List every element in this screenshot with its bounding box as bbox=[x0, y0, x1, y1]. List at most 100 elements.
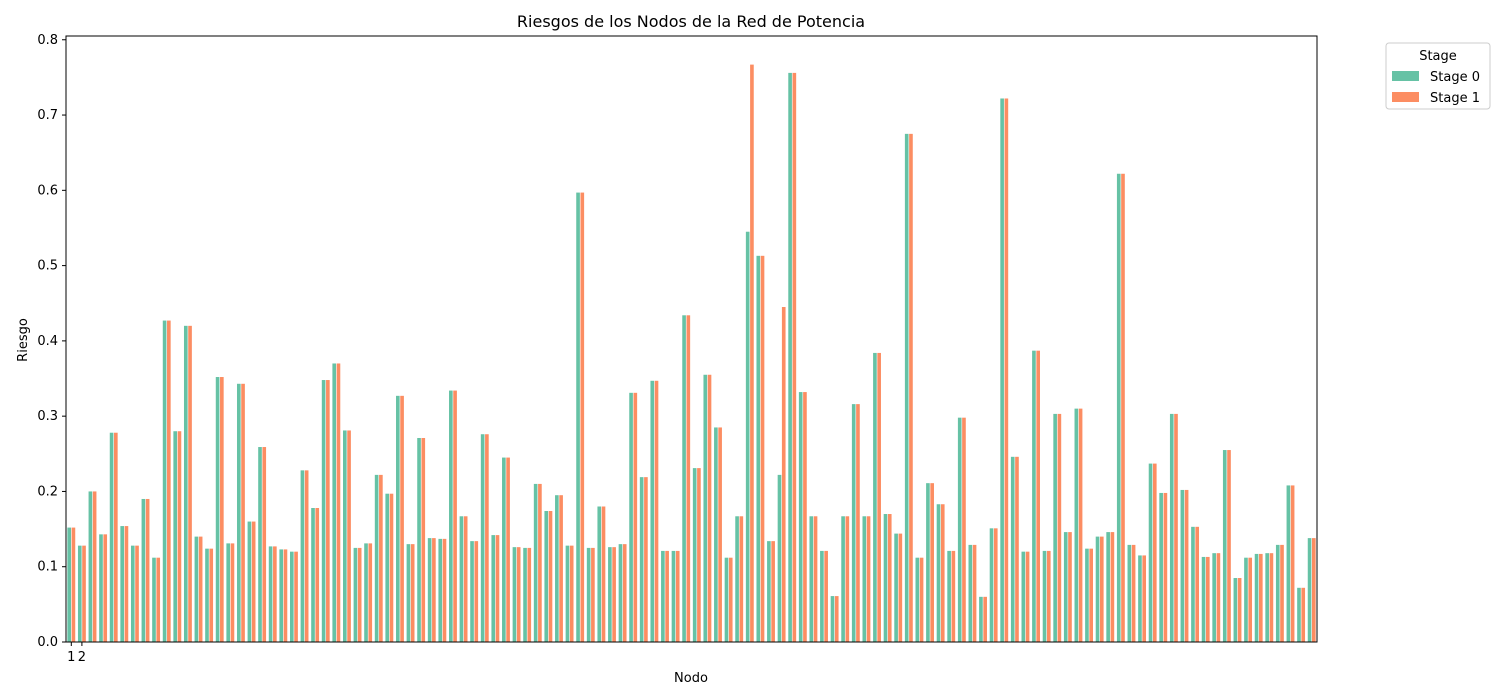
legend-swatch-stage-0 bbox=[1392, 71, 1419, 81]
bar-stage-0-node-66 bbox=[756, 255, 761, 642]
bar-stage-0-node-84 bbox=[947, 550, 951, 642]
y-tick-label: 0.0 bbox=[37, 635, 58, 650]
legend-label-stage-0: Stage 0 bbox=[1430, 70, 1480, 85]
bar-stage-1-node-25 bbox=[326, 380, 330, 642]
bar-stage-1-node-72 bbox=[824, 550, 828, 642]
bar-stage-1-node-33 bbox=[410, 544, 415, 642]
bar-stage-1-node-34 bbox=[421, 437, 426, 642]
bar-stage-0-node-88 bbox=[989, 528, 994, 642]
bar-stage-0-node-75 bbox=[851, 404, 856, 642]
bar-stage-0-node-79 bbox=[894, 533, 898, 642]
bar-stage-1-node-110 bbox=[1227, 450, 1231, 642]
bar-stage-0-node-91 bbox=[1021, 551, 1026, 642]
bar-stage-1-node-86 bbox=[972, 544, 977, 642]
bar-stage-1-node-38 bbox=[463, 516, 468, 642]
bar-stage-1-node-74 bbox=[845, 516, 850, 642]
bar-stage-0-node-53 bbox=[618, 544, 623, 642]
bar-stage-0-node-9 bbox=[152, 557, 156, 642]
bar-stage-1-node-90 bbox=[1015, 456, 1019, 642]
bar-stage-0-node-21 bbox=[279, 549, 284, 642]
bar-stage-0-node-96 bbox=[1074, 408, 1079, 642]
bar-stage-0-node-44 bbox=[523, 547, 527, 642]
bar-stage-0-node-68 bbox=[777, 474, 782, 642]
bar-stage-0-node-78 bbox=[883, 514, 888, 642]
bar-stage-0-node-81 bbox=[915, 557, 920, 642]
bar-stage-1-node-57 bbox=[665, 550, 669, 642]
bar-stage-1-node-91 bbox=[1025, 551, 1030, 642]
bar-stage-1-node-79 bbox=[898, 533, 903, 642]
bar-stage-0-node-113 bbox=[1254, 553, 1259, 642]
bar-stage-0-node-65 bbox=[745, 231, 750, 643]
bar-stage-0-node-30 bbox=[374, 474, 379, 642]
bar-stage-0-node-63 bbox=[724, 557, 729, 642]
bar-stage-1-node-111 bbox=[1237, 578, 1242, 642]
bar-stage-1-node-66 bbox=[760, 255, 765, 642]
bar-stage-1-node-101 bbox=[1131, 544, 1136, 642]
bar-stage-1-node-13 bbox=[198, 536, 203, 642]
bar-stage-0-node-93 bbox=[1042, 550, 1047, 642]
bar-stage-0-node-28 bbox=[353, 547, 358, 642]
bar-stage-1-node-92 bbox=[1036, 350, 1040, 642]
bar-stage-1-node-69 bbox=[792, 72, 797, 642]
bar-stage-0-node-6 bbox=[120, 526, 125, 642]
bar-stage-1-node-68 bbox=[781, 307, 786, 642]
bar-stage-0-node-43 bbox=[512, 547, 517, 642]
bar-stage-1-node-97 bbox=[1089, 548, 1093, 642]
bar-stage-1-node-85 bbox=[962, 417, 966, 642]
bar-stage-1-node-31 bbox=[389, 493, 394, 642]
bar-stage-0-node-19 bbox=[258, 447, 262, 642]
bar-stage-1-node-36 bbox=[442, 538, 447, 642]
bar-stage-1-node-48 bbox=[569, 545, 574, 642]
bar-stage-0-node-49 bbox=[576, 192, 580, 642]
bar-stage-1-node-94 bbox=[1057, 413, 1062, 642]
bar-stage-1-node-73 bbox=[834, 596, 839, 642]
bar-stage-0-node-48 bbox=[565, 545, 570, 642]
bar-stage-1-node-71 bbox=[813, 516, 818, 642]
bar-stage-0-node-73 bbox=[830, 596, 835, 642]
bar-stage-0-node-22 bbox=[290, 551, 294, 642]
bar-stage-1-node-7 bbox=[135, 545, 139, 642]
bar-stage-1-node-113 bbox=[1258, 553, 1263, 642]
bar-stage-0-node-39 bbox=[470, 541, 474, 642]
bar-stage-0-node-20 bbox=[268, 546, 273, 642]
bar-stage-0-node-70 bbox=[798, 392, 803, 642]
bar-stage-0-node-5 bbox=[109, 432, 114, 642]
bar-stage-1-node-64 bbox=[739, 516, 744, 642]
bar-stage-0-node-114 bbox=[1265, 553, 1269, 642]
bar-stage-0-node-92 bbox=[1032, 350, 1036, 642]
bar-stage-1-node-100 bbox=[1121, 173, 1125, 642]
bar-stage-1-node-118 bbox=[1312, 538, 1316, 642]
bar-stage-0-node-40 bbox=[480, 434, 485, 642]
bar-stage-1-node-35 bbox=[432, 538, 436, 642]
bar-stage-0-node-13 bbox=[194, 536, 199, 642]
bar-stage-1-node-22 bbox=[294, 551, 298, 642]
x-tick-label: 2 bbox=[78, 650, 86, 665]
bar-stage-0-node-104 bbox=[1159, 492, 1163, 642]
bar-stage-0-node-38 bbox=[459, 516, 464, 642]
bar-stage-1-node-2 bbox=[82, 545, 86, 642]
bar-stage-0-node-3 bbox=[88, 491, 93, 642]
bar-stage-0-node-117 bbox=[1297, 587, 1301, 642]
bar-stage-0-node-95 bbox=[1063, 532, 1068, 642]
bar-stage-1-node-21 bbox=[283, 549, 288, 642]
bar-stage-1-node-4 bbox=[103, 534, 108, 642]
bar-stage-1-node-96 bbox=[1078, 408, 1083, 642]
bar-stage-1-node-81 bbox=[919, 557, 924, 642]
bar-stage-0-node-94 bbox=[1053, 413, 1057, 642]
bar-stage-0-node-86 bbox=[968, 544, 973, 642]
bar-stage-1-node-10 bbox=[167, 320, 171, 642]
bar-stage-0-node-71 bbox=[809, 516, 814, 642]
bar-stage-1-node-51 bbox=[601, 506, 606, 642]
bar-stage-1-node-95 bbox=[1068, 532, 1072, 642]
bar-stage-0-node-98 bbox=[1095, 536, 1100, 642]
bar-stage-0-node-89 bbox=[1000, 98, 1004, 643]
bar-stage-0-node-15 bbox=[215, 377, 220, 642]
bar-stage-0-node-35 bbox=[427, 538, 432, 642]
bar-stage-1-node-46 bbox=[548, 511, 553, 642]
bar-stage-0-node-76 bbox=[862, 516, 867, 642]
bar-stage-1-node-32 bbox=[400, 395, 404, 642]
legend: Stage Stage 0 Stage 1 bbox=[1385, 42, 1491, 110]
bar-stage-1-node-27 bbox=[347, 430, 351, 642]
bar-stage-0-node-33 bbox=[406, 544, 411, 642]
